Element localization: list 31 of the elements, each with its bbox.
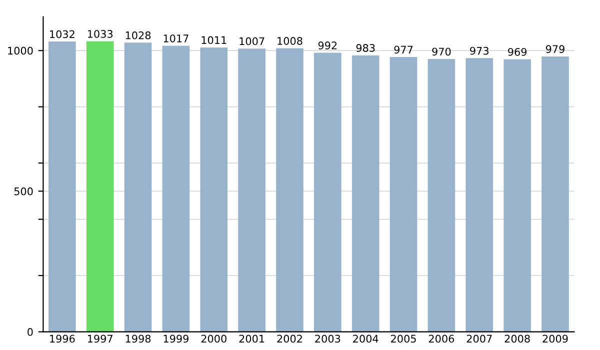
data-label: 1028	[126, 31, 151, 40]
data-label: 979	[546, 45, 564, 54]
x-tick-label: 2001	[239, 334, 264, 343]
data-label: 977	[394, 46, 413, 54]
y-tick-label: 500	[14, 187, 33, 196]
y-tick-label: 0	[28, 328, 33, 336]
data-label: 1033	[88, 30, 113, 38]
data-label: 983	[356, 44, 375, 52]
x-tick-label: 2002	[277, 334, 302, 343]
data-label: 1032	[50, 30, 74, 38]
data-label: 973	[470, 46, 488, 55]
data-label: 970	[432, 48, 451, 56]
x-tick-label: 2007	[466, 334, 492, 343]
x-tick-label: 2000	[201, 334, 226, 343]
x-tick-label: 2008	[504, 334, 530, 343]
x-tick-label: 1997	[88, 334, 112, 343]
data-label: 1017	[164, 34, 188, 42]
x-tick-label: 2006	[428, 334, 454, 343]
data-label: 969	[508, 48, 527, 56]
data-label: 1011	[202, 36, 226, 44]
x-tick-label: 1996	[50, 334, 75, 343]
x-tick-label: 2005	[391, 334, 416, 343]
x-tick-label: 1998	[126, 334, 151, 343]
data-label: 1008	[278, 37, 302, 45]
data-label: 992	[318, 42, 337, 50]
x-tick-label: 2004	[353, 334, 378, 343]
y-tick-label: 1000	[8, 46, 33, 55]
x-tick-label: 2003	[315, 334, 340, 343]
data-label: 1007	[240, 37, 264, 46]
x-tick-label: 1999	[164, 334, 188, 343]
x-tick-label: 2009	[542, 334, 568, 343]
